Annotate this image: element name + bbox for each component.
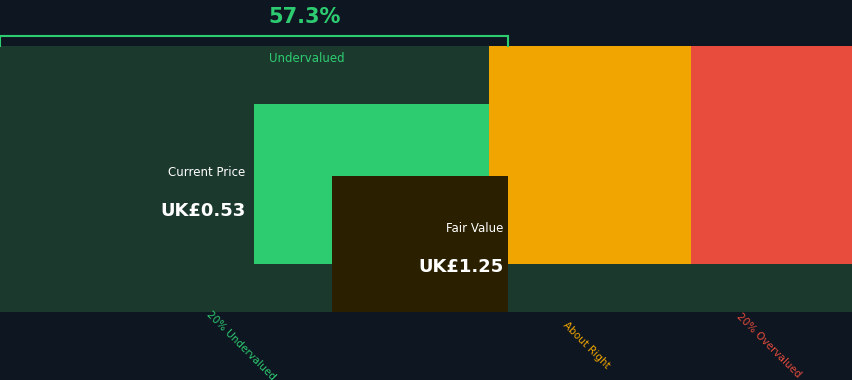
Text: About Right: About Right xyxy=(561,320,611,371)
Text: 20% Undervalued: 20% Undervalued xyxy=(204,309,277,380)
Text: Current Price: Current Price xyxy=(168,166,245,179)
Text: 20% Overvalued: 20% Overvalued xyxy=(734,312,802,380)
Bar xyxy=(690,46,852,312)
Text: 57.3%: 57.3% xyxy=(268,6,341,27)
Bar xyxy=(488,46,690,312)
Text: Undervalued: Undervalued xyxy=(268,52,344,65)
Bar xyxy=(0,46,488,312)
Bar xyxy=(332,176,507,312)
Text: UK£0.53: UK£0.53 xyxy=(160,201,245,220)
Text: Fair Value: Fair Value xyxy=(446,222,503,235)
Bar xyxy=(0,46,488,104)
Text: UK£1.25: UK£1.25 xyxy=(417,258,503,276)
Bar xyxy=(0,264,852,312)
Bar xyxy=(0,104,254,264)
